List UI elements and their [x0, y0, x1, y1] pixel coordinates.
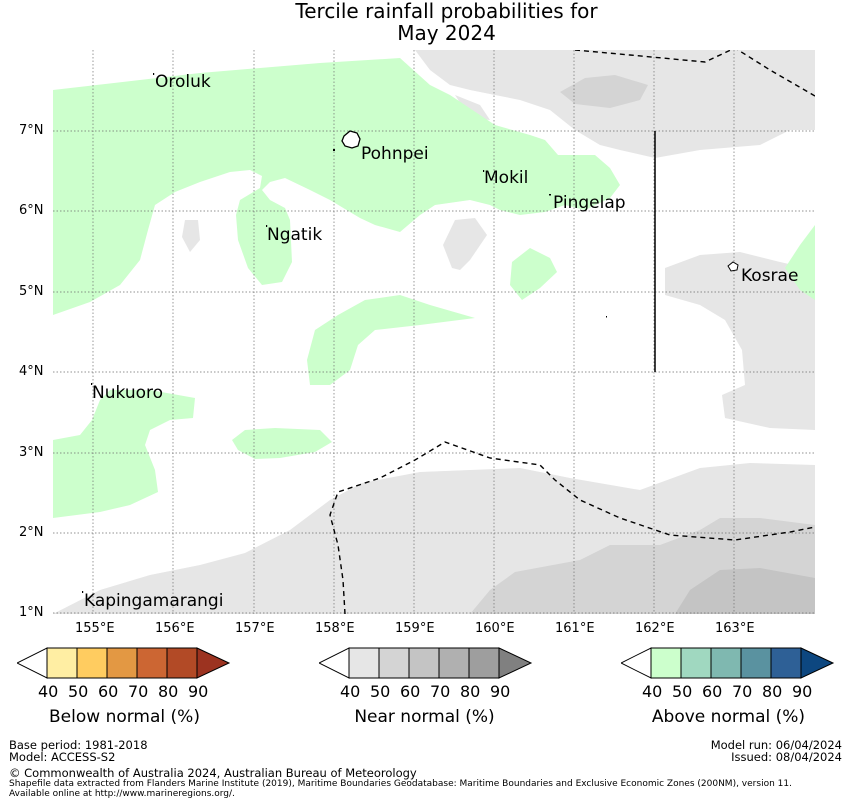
eez-boundary [329, 50, 815, 614]
above-normal-swatch-3 [710, 647, 742, 679]
above-normal-swatch-5 [770, 647, 802, 679]
below-normal-swatch-0 [17, 647, 48, 679]
place-label-ngatik: Ngatik [267, 225, 323, 245]
near-normal-small-2 [443, 218, 487, 270]
above-tick-70: 70 [732, 682, 753, 701]
near-normal-region-nw-bit [455, 95, 490, 120]
below-tick-60: 60 [98, 682, 119, 701]
above-tick-40: 40 [642, 682, 663, 701]
kosrae-island-icon [727, 261, 739, 272]
above-normal-region-sw [53, 390, 195, 518]
below-normal-swatch-5 [166, 647, 198, 679]
pohnpei-island-icon [341, 130, 361, 149]
lon-label-159: 159°E [395, 621, 435, 636]
below-tick-80: 80 [158, 682, 179, 701]
lon-label-158: 158°E [315, 621, 355, 636]
below-normal-swatch-3 [106, 647, 138, 679]
shapefile-credit-text: Shapefile data extracted from Flanders M… [9, 779, 792, 789]
near-normal-small-1 [182, 220, 200, 252]
place-label-pingelap: Pingelap [553, 193, 626, 213]
above-normal-swatch-0 [621, 647, 652, 679]
near-normal-60-south [675, 568, 815, 614]
lon-label-161: 161°E [555, 621, 595, 636]
model-run-text: Model run: 06/04/2024 [710, 738, 842, 752]
above-tick-80: 80 [762, 682, 783, 701]
above-normal-legend-title: Above normal (%) [651, 707, 806, 727]
below-tick-70: 70 [128, 682, 149, 701]
below-tick-40: 40 [38, 682, 59, 701]
near-normal-colorbar [319, 647, 533, 679]
above-normal-swatch-1 [650, 647, 682, 679]
below-tick-90: 90 [188, 682, 209, 701]
near-normal-swatch-1 [348, 647, 380, 679]
lat-label-4: 4°N [19, 364, 44, 379]
below-normal-colorbar [17, 647, 231, 679]
near-tick-40: 40 [340, 682, 361, 701]
near-normal-legend-title: Near normal (%) [354, 707, 495, 727]
above-normal-region-mid [307, 295, 475, 385]
model-text: Model: ACCESS-S2 [9, 750, 116, 764]
near-normal-swatch-4 [438, 647, 470, 679]
lat-label-7: 7°N [19, 123, 44, 138]
below-normal-legend-title: Below normal (%) [49, 707, 200, 727]
near-normal-swatch-2 [378, 647, 410, 679]
below-normal-swatch-2 [76, 647, 108, 679]
below-tick-50: 50 [68, 682, 89, 701]
above-normal-region-north [53, 58, 620, 315]
lat-label-2: 2°N [19, 525, 44, 540]
near-normal-region-east [665, 252, 815, 430]
available-online-text: Available online at http://www.marinereg… [9, 789, 235, 799]
above-normal-region-south-mid [232, 428, 332, 459]
below-normal-swatch-1 [46, 647, 78, 679]
map-title-line1: Tercile rainfall probabilities for [295, 0, 598, 23]
base-period-text: Base period: 1981-2018 [9, 738, 148, 752]
rainfall-map [53, 50, 815, 614]
place-label-kapingamarangi: Kapingamarangi [84, 591, 224, 611]
above-normal-region-kosrae-east [785, 225, 815, 300]
lat-label-6: 6°N [19, 203, 44, 218]
below-normal-swatch-6 [196, 647, 231, 679]
copyright-text: © Commonwealth of Australia 2024, Austra… [9, 766, 417, 780]
lat-label-1: 1°N [19, 605, 44, 620]
near-normal-50-north [560, 75, 648, 108]
lon-label-162: 162°E [635, 621, 675, 636]
near-tick-60: 60 [400, 682, 421, 701]
place-label-mokil: Mokil [484, 168, 529, 188]
lon-label-156: 156°E [155, 621, 195, 636]
above-normal-swatch-6 [800, 647, 835, 679]
above-normal-swatch-2 [680, 647, 712, 679]
lon-label-160: 160°E [475, 621, 515, 636]
above-normal-swatch-4 [740, 647, 772, 679]
near-normal-swatch-5 [468, 647, 500, 679]
near-tick-80: 80 [460, 682, 481, 701]
place-label-pohnpei: Pohnpei [361, 144, 429, 164]
place-label-nukuoro: Nukuoro [92, 383, 164, 403]
map-title-line2: May 2024 [397, 21, 496, 45]
above-tick-60: 60 [702, 682, 723, 701]
lon-label-157: 157°E [235, 621, 275, 636]
island-markers [82, 73, 607, 593]
place-label-oroluk: Oroluk [155, 72, 211, 92]
above-tick-50: 50 [672, 682, 693, 701]
near-normal-swatch-6 [498, 647, 533, 679]
lon-label-163: 163°E [715, 621, 755, 636]
graticule [53, 50, 815, 614]
place-label-kosrae: Kosrae [741, 266, 799, 286]
lat-label-5: 5°N [19, 284, 44, 299]
issued-text: Issued: 08/04/2024 [731, 750, 842, 764]
above-normal-region-small-east [510, 248, 557, 300]
above-normal-colorbar [621, 647, 835, 679]
near-normal-swatch-3 [408, 647, 440, 679]
near-tick-90: 90 [490, 682, 511, 701]
lat-label-3: 3°N [19, 445, 44, 460]
near-tick-70: 70 [430, 682, 451, 701]
below-normal-swatch-4 [136, 647, 168, 679]
near-normal-swatch-0 [319, 647, 350, 679]
near-tick-50: 50 [370, 682, 391, 701]
above-tick-90: 90 [792, 682, 813, 701]
lon-label-155: 155°E [75, 621, 115, 636]
